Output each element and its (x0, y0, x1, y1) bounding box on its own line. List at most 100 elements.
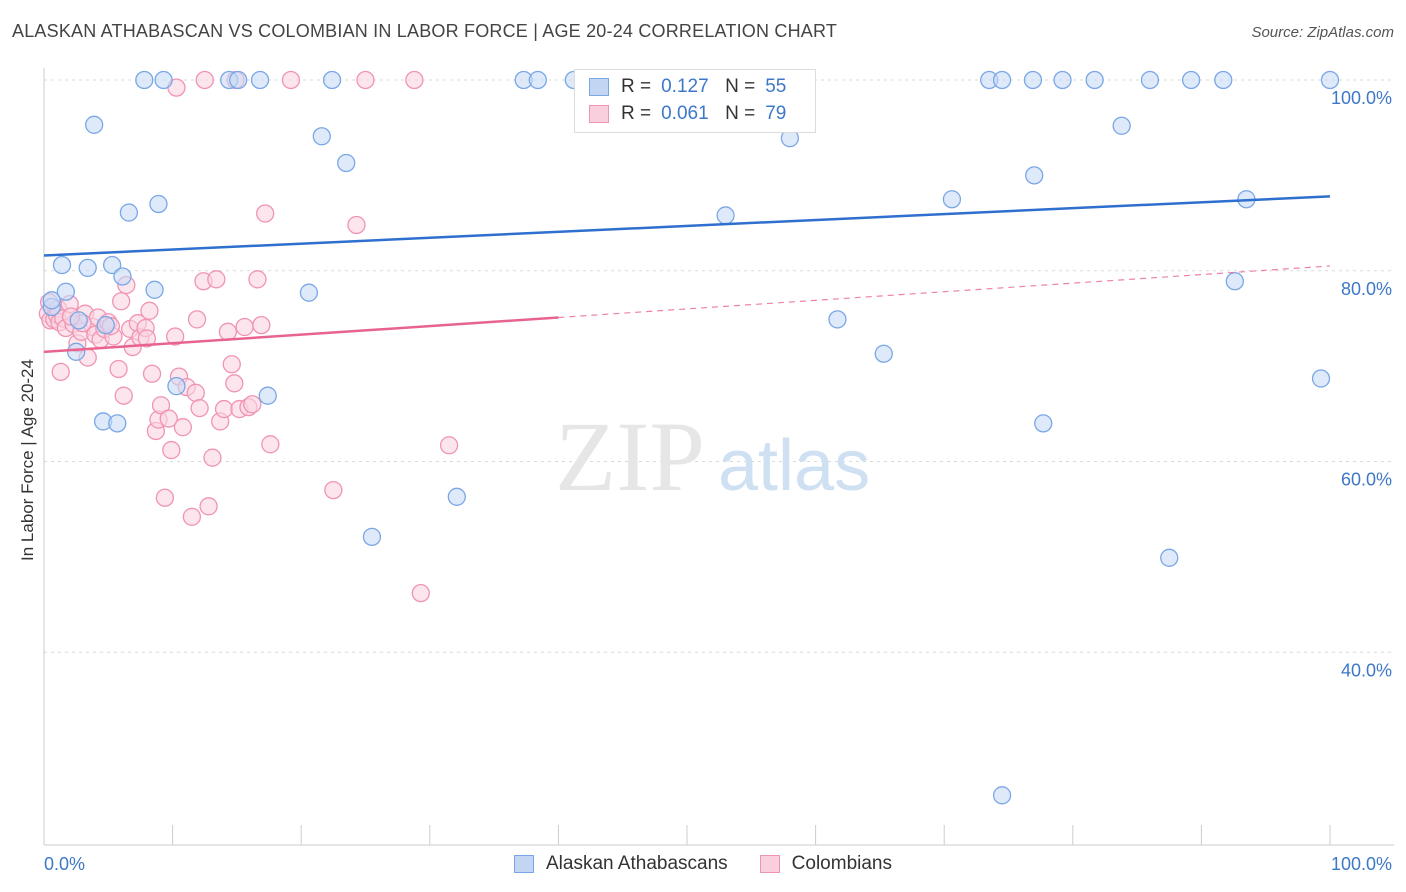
athabascan-point (1023, 70, 1043, 90)
athabascan-point (52, 255, 72, 275)
athabascan-point (299, 283, 319, 302)
colombian-point (405, 70, 424, 90)
athabascan-point (716, 206, 735, 225)
athabascan-point (447, 487, 466, 506)
colombian-point (182, 507, 202, 526)
y-tick-label: 60.0% (1341, 470, 1392, 490)
colombian-point (140, 301, 159, 320)
colombian-point (439, 436, 459, 455)
colombian-point (112, 292, 131, 311)
colombian-point (218, 322, 238, 341)
colombian-point (51, 362, 70, 381)
colombian-point (186, 383, 205, 402)
n-key: N = (725, 76, 756, 97)
athabascan-point (874, 344, 893, 363)
colombian-point (114, 386, 133, 405)
athabascan-point (942, 190, 962, 209)
athabascan-swatch (589, 78, 609, 96)
watermark-atlas: atlas (718, 426, 870, 506)
athabascan-point (828, 310, 847, 329)
athabascan-point (1225, 272, 1244, 291)
colombian-point (261, 435, 280, 454)
colombians-points (38, 70, 459, 603)
r-value: 0.127 (661, 76, 709, 97)
athabascan-point (1140, 70, 1160, 90)
colombian-point (256, 204, 275, 223)
athabascan-point (312, 127, 331, 146)
colombian-point (199, 497, 218, 516)
athabascan-point (1214, 70, 1233, 90)
athabascan-point (1085, 70, 1104, 90)
x-tick-label: 0.0% (44, 854, 85, 874)
axes (43, 68, 1394, 846)
legend-item-athabascans[interactable]: Alaskan Athabascans (513, 853, 728, 875)
athabascan-point (1112, 116, 1131, 135)
athabascan-point (1311, 369, 1331, 388)
colombian-point (243, 395, 262, 414)
gridlines (44, 79, 1394, 653)
colombian-point (252, 315, 271, 335)
y-tick-label: 40.0% (1341, 660, 1392, 680)
colombian-trend-line (43, 316, 559, 354)
legend-item-colombians[interactable]: Colombians (759, 853, 892, 875)
colombian-legend-swatch (759, 855, 780, 873)
athabascan-point (229, 70, 248, 90)
colombian-point (166, 327, 185, 346)
colombian-point (356, 70, 375, 90)
athabascan-point (992, 70, 1012, 90)
colombian-point (203, 448, 222, 467)
r-value: 0.061 (661, 103, 709, 124)
athabascan-point (1160, 548, 1179, 567)
x-tick-label: 100.0% (1331, 854, 1392, 874)
legend-label-colombians: Colombians (791, 853, 892, 874)
y-tick-label: 100.0% (1331, 88, 1392, 108)
athabascan-point (103, 255, 122, 275)
athabascan-point (1025, 166, 1044, 185)
n-key: N = (725, 103, 756, 124)
athabascan-point (992, 786, 1012, 805)
colombian-point (222, 355, 241, 374)
athabascan-point (85, 115, 104, 134)
tick-labels: 100.0% 80.0% 60.0% 40.0% 0.0% 100.0% (44, 88, 1392, 874)
watermark-zip: ZIP (555, 401, 705, 512)
athabascan-point (154, 70, 173, 90)
stats-legend: R = 0.127 N = 55 R = 0.061 N = 79 (574, 69, 816, 133)
legend-label-athabascans: Alaskan Athabascans (545, 853, 728, 874)
r-key: R = (621, 103, 652, 124)
athabascan-point (258, 386, 277, 405)
athabascan-point (56, 282, 76, 301)
n-value: 79 (765, 103, 787, 124)
colombian-point (214, 399, 234, 419)
colombian-swatch (589, 105, 609, 123)
athabascan-point (42, 291, 61, 310)
colombian-point (207, 270, 226, 289)
colombian-point (411, 583, 430, 603)
colombian-point (225, 374, 244, 393)
colombian-point (159, 409, 178, 428)
colombian-point (162, 440, 181, 460)
athabascan-point (1181, 70, 1201, 90)
colombian-point (142, 364, 162, 383)
colombian-point (248, 270, 267, 289)
athabascan-point (250, 70, 270, 90)
athabascan-point (1053, 70, 1072, 90)
athabascan-point (96, 315, 115, 335)
colombian-point (137, 329, 157, 348)
athabascan-point (108, 414, 127, 433)
athabascan-point (113, 267, 132, 286)
athabascan-point (69, 311, 88, 330)
colombian-point (347, 215, 366, 235)
stats-row-athabascan: R = 0.127 N = 55 (589, 75, 786, 99)
colombian-point (109, 359, 128, 379)
colombian-point (190, 398, 209, 418)
chart-title: ALASKAN ATHABASCAN VS COLOMBIAN IN LABOR… (12, 21, 838, 41)
trend-lines (43, 195, 1331, 354)
r-key: R = (621, 76, 652, 97)
colombian-point (155, 488, 175, 507)
athabascan-point (337, 153, 356, 173)
colombian-point (235, 317, 254, 337)
athabascan-point (135, 70, 154, 90)
athabascan-point (145, 280, 164, 299)
colombian-point (281, 70, 301, 90)
n-value: 55 (765, 76, 787, 97)
